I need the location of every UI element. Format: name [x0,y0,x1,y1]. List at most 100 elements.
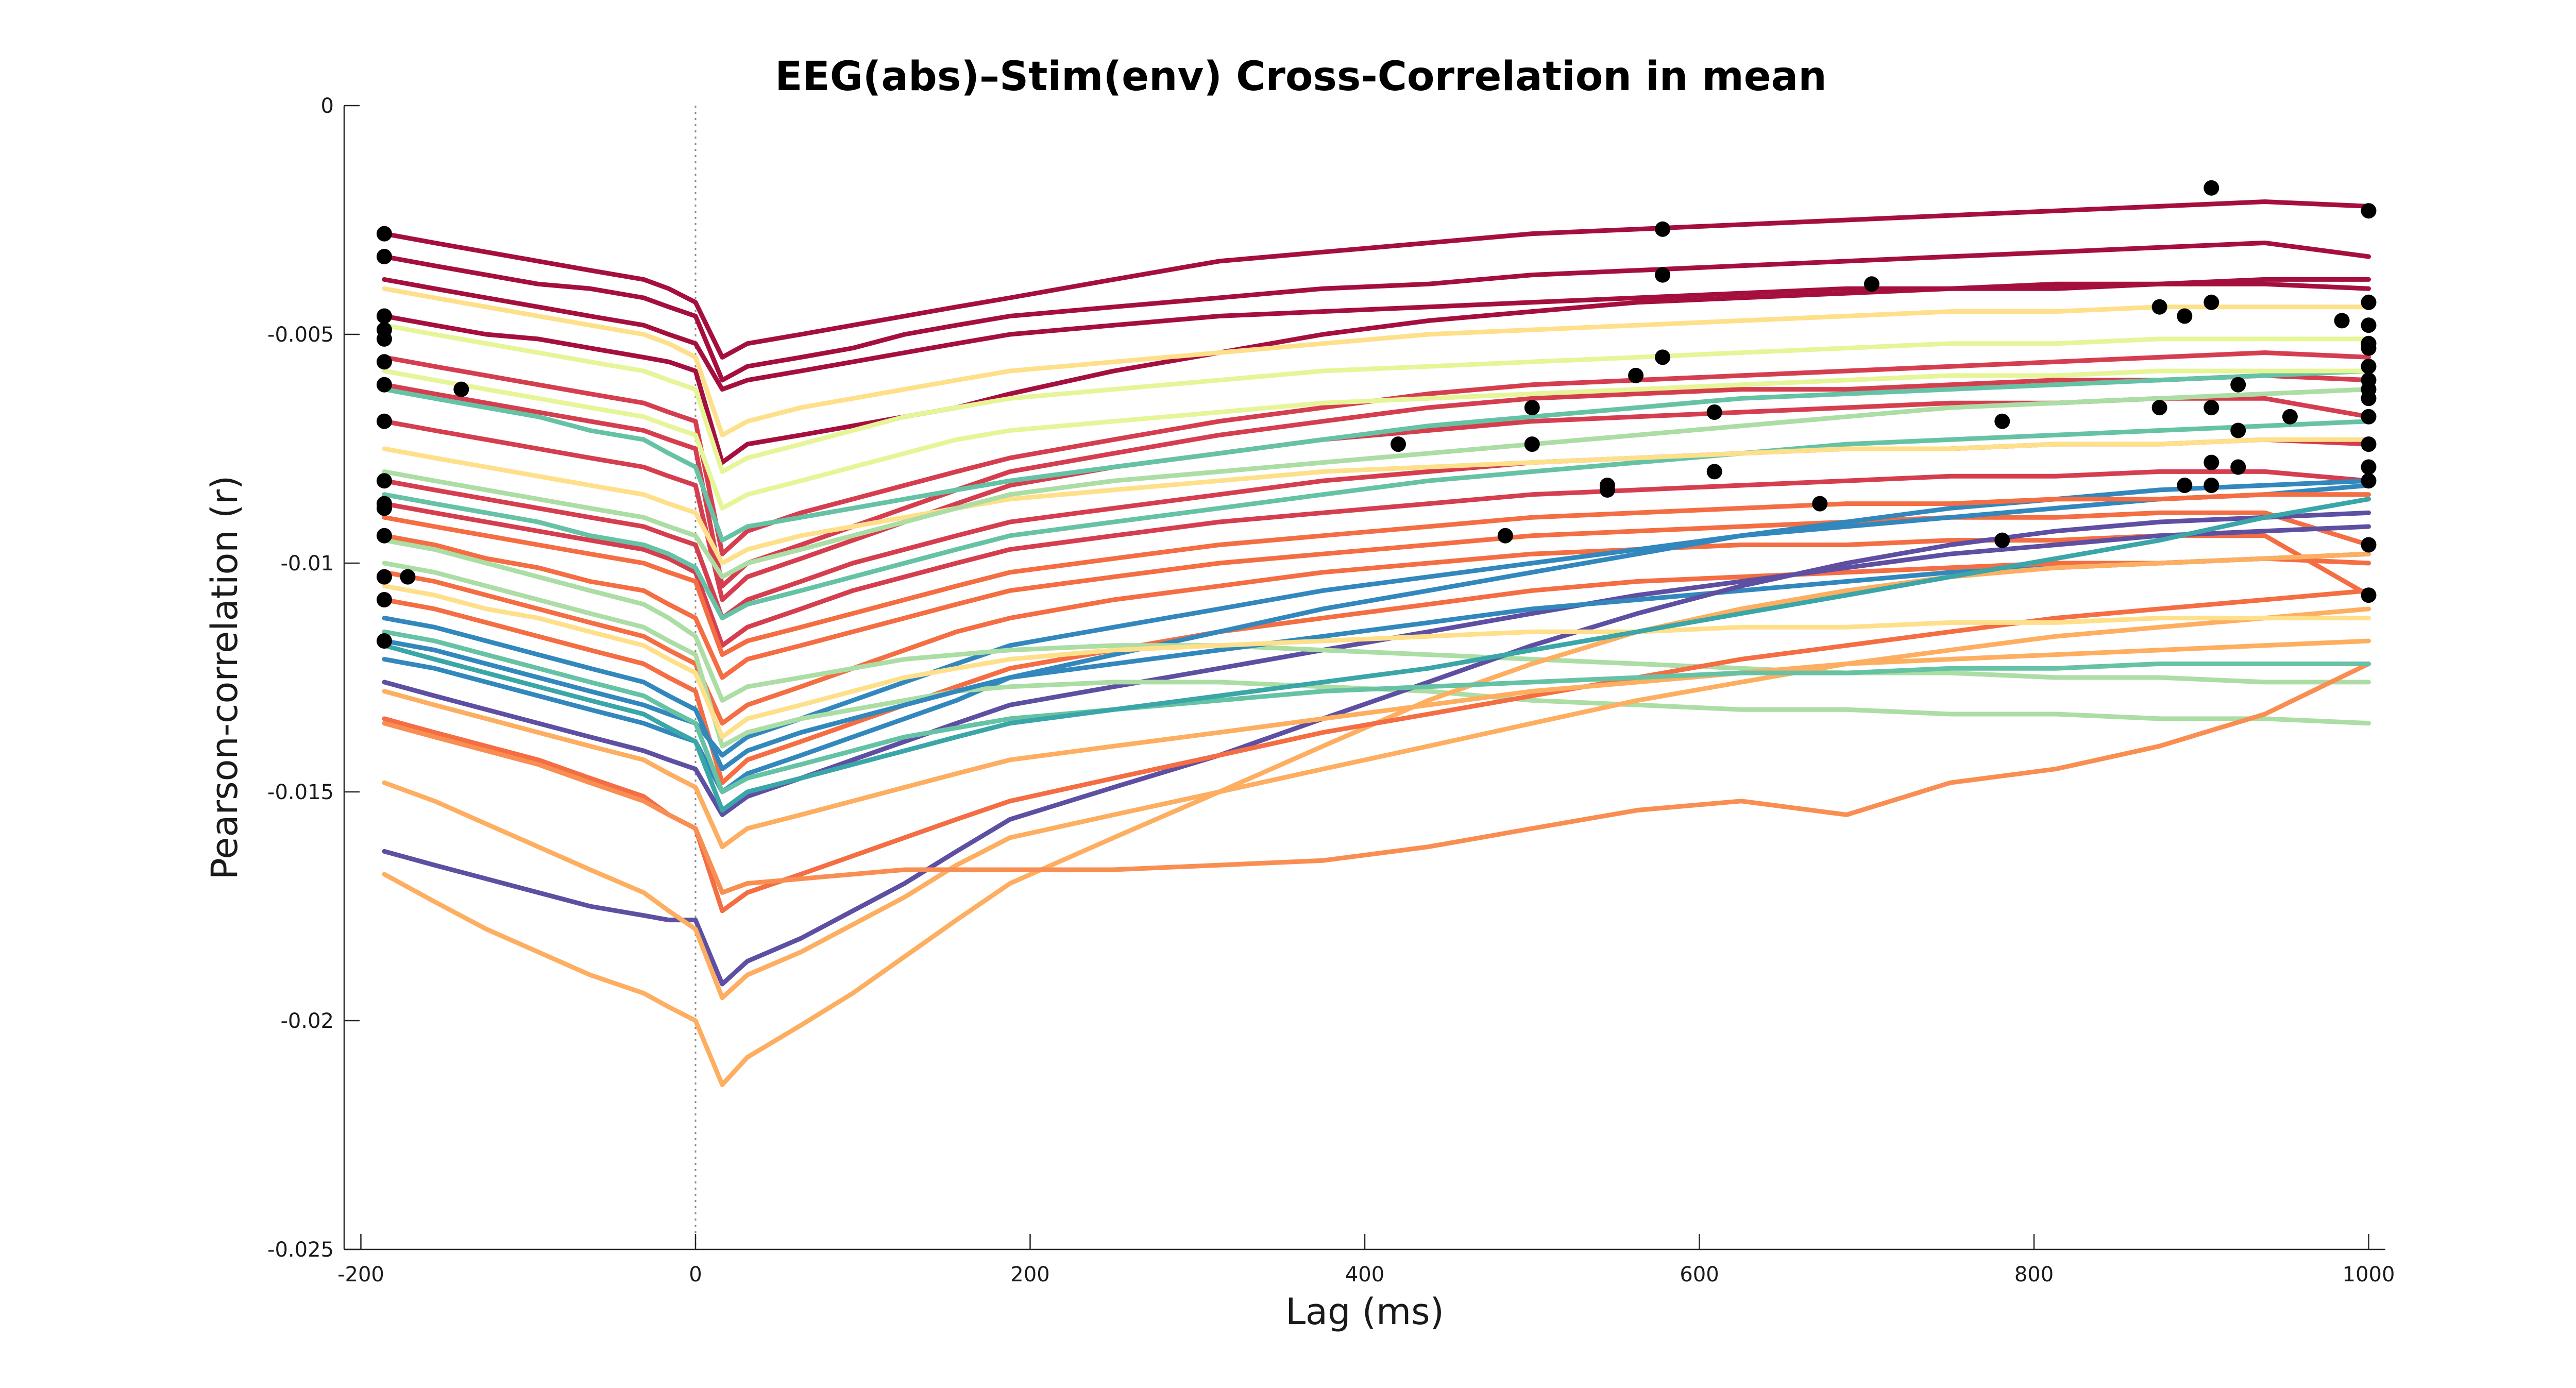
peak-marker-24 [1628,367,1644,383]
series-line-21 [382,606,2371,1001]
x-tick-label: -200 [337,1263,384,1287]
series-line-11 [382,556,2371,785]
y-axis-ticks: -0.025 -0.02 -0.015 -0.01 -0.005 0 [267,94,360,1262]
series-line-19 [382,551,2371,772]
peak-markers [376,180,2377,649]
series-line-8 [382,469,2371,648]
peak-marker-56 [2361,391,2377,407]
peak-marker-8 [376,413,392,429]
x-tick-label: 800 [2014,1263,2054,1287]
peak-marker-31 [1864,276,1879,292]
peak-marker-30 [1812,496,1828,512]
peak-marker-52 [2361,340,2377,356]
peak-marker-39 [2204,294,2219,310]
series-layer [382,199,2371,1087]
series-line-6 [382,396,2371,602]
peak-marker-11 [376,500,392,516]
peak-marker-2 [376,249,392,264]
series-line-27 [382,286,2371,437]
peak-marker-46 [2282,409,2298,425]
peak-marker-32 [1994,413,2010,429]
series-line-14 [382,524,2371,817]
y-tick-label: -0.01 [281,552,334,575]
peak-marker-40 [2204,400,2219,416]
series-line-10 [382,533,2371,726]
peak-marker-38 [2204,180,2219,196]
x-tick-label: 600 [1680,1263,1719,1287]
series-line-1 [382,199,2371,360]
series-line-15 [382,368,2371,543]
peak-marker-35 [2151,400,2167,416]
peak-marker-1 [376,226,392,242]
series-line-25 [382,661,2371,895]
series-line-29 [382,368,2371,511]
peak-marker-16 [400,569,416,585]
series-line-4 [382,350,2371,556]
peak-marker-36 [2177,308,2193,324]
y-tick-label: -0.02 [281,1009,334,1033]
peak-marker-50 [2361,317,2377,333]
y-tick-label: -0.005 [267,323,334,347]
peak-marker-28 [1706,404,1722,420]
peak-marker-62 [2361,587,2377,603]
peak-marker-21 [1524,436,1540,452]
peak-marker-57 [2361,409,2377,425]
peak-marker-6 [376,354,392,370]
x-axis-ticks: -200 0 200 400 600 800 1000 [337,1234,2395,1287]
peak-marker-5 [376,331,392,347]
peak-marker-34 [2151,299,2167,315]
peak-marker-48 [2361,203,2377,219]
peak-marker-41 [2204,454,2219,470]
peak-marker-17 [453,381,469,397]
x-tick-label: 1000 [2343,1263,2395,1287]
peak-marker-15 [376,633,392,649]
series-line-26 [382,583,2371,739]
series-line-33 [382,497,2371,813]
peak-marker-20 [1524,400,1540,416]
x-axis-label: Lag (ms) [1285,1291,1444,1333]
peak-marker-58 [2361,436,2377,452]
y-axis-label: Pearson-correlation (r) [204,476,246,880]
plot-area [376,106,2377,1249]
series-line-32 [382,629,2371,794]
peak-marker-42 [2204,478,2219,493]
peak-marker-14 [376,592,392,607]
series-line-2 [382,240,2371,383]
series-line-20 [382,510,2371,987]
peak-marker-25 [1655,349,1671,365]
series-line-35 [382,492,2371,657]
series-line-31 [382,387,2371,580]
peak-marker-19 [1497,528,1513,544]
peak-marker-60 [2361,473,2377,489]
series-line-18 [382,561,2371,749]
peak-marker-61 [2361,537,2377,553]
peak-marker-49 [2361,294,2377,310]
x-tick-label: 400 [1345,1263,1384,1287]
peak-marker-3 [376,308,392,324]
peak-marker-12 [376,528,392,544]
peak-marker-9 [376,473,392,489]
peak-marker-33 [1994,532,2010,548]
series-line-5 [382,373,2371,588]
y-tick-label: -0.025 [267,1238,334,1262]
x-tick-label: 200 [1010,1263,1049,1287]
series-line-28 [382,323,2371,474]
series-line-34 [382,277,2371,392]
peak-marker-45 [2230,459,2246,475]
peak-marker-47 [2334,313,2350,329]
peak-marker-53 [2361,359,2377,375]
peak-marker-13 [376,569,392,585]
peak-marker-18 [1391,436,1406,452]
y-tick-label: 0 [321,94,334,118]
peak-marker-43 [2230,377,2246,393]
peak-marker-27 [1655,267,1671,283]
peak-marker-23 [1599,482,1615,498]
peak-marker-44 [2230,422,2246,438]
chart-title: EEG(abs)–Stim(env) Cross-Correlation in … [775,54,1827,100]
peak-marker-7 [376,377,392,393]
axes: -200 0 200 400 600 800 1000 -0.025-0.02-0.015-… [267,94,2395,1287]
series-line-16 [382,419,2371,621]
series-line-24 [382,638,2371,850]
x-tick-label: 0 [689,1263,702,1287]
